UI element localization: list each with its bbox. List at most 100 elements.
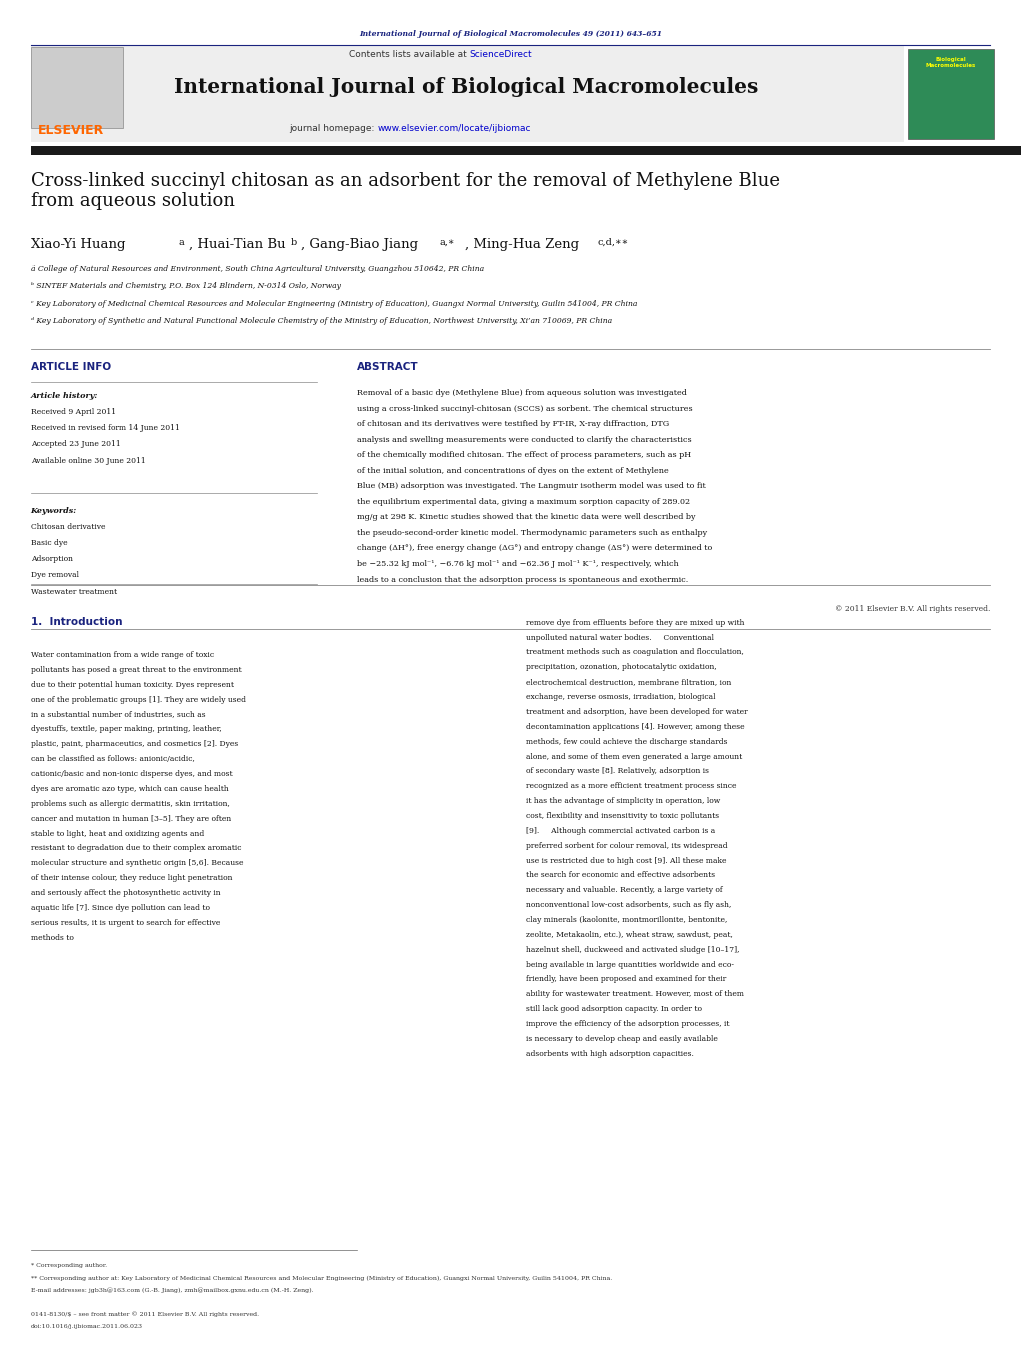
Text: Blue (MB) adsorption was investigated. The Langmuir isotherm model was used to f: Blue (MB) adsorption was investigated. T…	[357, 482, 707, 490]
Text: ABSTRACT: ABSTRACT	[357, 362, 419, 372]
Text: © 2011 Elsevier B.V. All rights reserved.: © 2011 Elsevier B.V. All rights reserved…	[835, 605, 990, 612]
Text: c,d,∗∗: c,d,∗∗	[597, 238, 629, 247]
Text: E-mail addresses: jgb3h@163.com (G.-B. Jiang), zmh@mailbox.gxnu.edu.cn (M.-H. Ze: E-mail addresses: jgb3h@163.com (G.-B. J…	[31, 1288, 313, 1293]
Text: being available in large quantities worldwide and eco-: being available in large quantities worl…	[526, 961, 734, 969]
Text: precipitation, ozonation, photocatalytic oxidation,: precipitation, ozonation, photocatalytic…	[526, 663, 717, 671]
Text: 0141-8130/$ – see front matter © 2011 Elsevier B.V. All rights reserved.: 0141-8130/$ – see front matter © 2011 El…	[31, 1312, 258, 1317]
Text: remove dye from effluents before they are mixed up with: remove dye from effluents before they ar…	[526, 619, 744, 627]
Text: the search for economic and effective adsorbents: the search for economic and effective ad…	[526, 871, 715, 880]
Text: unpolluted natural water bodies.     Conventional: unpolluted natural water bodies. Convent…	[526, 634, 714, 642]
Text: Chitosan derivative: Chitosan derivative	[31, 523, 105, 531]
Text: of the chemically modified chitosan. The effect of process parameters, such as p: of the chemically modified chitosan. The…	[357, 451, 691, 459]
Text: pollutants has posed a great threat to the environment: pollutants has posed a great threat to t…	[31, 666, 241, 674]
Text: leads to a conclusion that the adsorption process is spontaneous and exothermic.: leads to a conclusion that the adsorptio…	[357, 576, 688, 584]
Text: cationic/basic and non-ionic disperse dyes, and most: cationic/basic and non-ionic disperse dy…	[31, 770, 232, 778]
Bar	[908, 49, 994, 139]
Text: Received 9 April 2011: Received 9 April 2011	[31, 408, 115, 416]
Text: improve the efficiency of the adsorption processes, it: improve the efficiency of the adsorption…	[526, 1020, 729, 1028]
Text: ARTICLE INFO: ARTICLE INFO	[31, 362, 110, 372]
Text: Article history:: Article history:	[31, 392, 98, 400]
Text: dyes are aromatic azo type, which can cause health: dyes are aromatic azo type, which can ca…	[31, 785, 229, 793]
Text: methods, few could achieve the discharge standards: methods, few could achieve the discharge…	[526, 738, 727, 746]
Text: [9].     Although commercial activated carbon is a: [9]. Although commercial activated carbo…	[526, 827, 715, 835]
Text: resistant to degradation due to their complex aromatic: resistant to degradation due to their co…	[31, 844, 241, 852]
Text: Accepted 23 June 2011: Accepted 23 June 2011	[31, 440, 120, 449]
Text: use is restricted due to high cost [9]. All these make: use is restricted due to high cost [9]. …	[526, 857, 726, 865]
Text: a,∗: a,∗	[439, 238, 454, 247]
Text: , Huai-Tian Bu: , Huai-Tian Bu	[189, 238, 286, 251]
Bar	[31, 46, 904, 142]
Text: Removal of a basic dye (Methylene Blue) from aqueous solution was investigated: Removal of a basic dye (Methylene Blue) …	[357, 389, 687, 397]
Text: Received in revised form 14 June 2011: Received in revised form 14 June 2011	[31, 424, 180, 432]
Text: Biological
Macromolecules: Biological Macromolecules	[925, 57, 976, 68]
Text: ᵇ SINTEF Materials and Chemistry, P.O. Box 124 Blindern, N-0314 Oslo, Norway: ᵇ SINTEF Materials and Chemistry, P.O. B…	[31, 282, 341, 290]
Text: ã College of Natural Resources and Environment, South China Agricultural Univers: ã College of Natural Resources and Envir…	[31, 265, 484, 273]
Text: dyestuffs, textile, paper making, printing, leather,: dyestuffs, textile, paper making, printi…	[31, 725, 222, 734]
Text: Adsorption: Adsorption	[31, 555, 72, 563]
Text: electrochemical destruction, membrane filtration, ion: electrochemical destruction, membrane fi…	[526, 678, 731, 686]
Text: Cross-linked succinyl chitosan as an adsorbent for the removal of Methylene Blue: Cross-linked succinyl chitosan as an ads…	[31, 172, 780, 211]
Text: molecular structure and synthetic origin [5,6]. Because: molecular structure and synthetic origin…	[31, 859, 243, 867]
Text: decontamination applications [4]. However, among these: decontamination applications [4]. Howeve…	[526, 723, 744, 731]
Text: journal homepage:: journal homepage:	[290, 124, 378, 134]
Text: www.elsevier.com/locate/ijbiomac: www.elsevier.com/locate/ijbiomac	[378, 124, 531, 134]
Text: it has the advantage of simplicity in operation, low: it has the advantage of simplicity in op…	[526, 797, 720, 805]
Bar	[31, 47, 123, 128]
Text: stable to light, heat and oxidizing agents and: stable to light, heat and oxidizing agen…	[31, 830, 204, 838]
Text: still lack good adsorption capacity. In order to: still lack good adsorption capacity. In …	[526, 1005, 701, 1013]
Text: ability for wastewater treatment. However, most of them: ability for wastewater treatment. Howeve…	[526, 990, 744, 998]
Text: ELSEVIER: ELSEVIER	[39, 124, 104, 138]
Text: a: a	[179, 238, 185, 247]
Text: alone, and some of them even generated a large amount: alone, and some of them even generated a…	[526, 753, 742, 761]
Text: and seriously affect the photosynthetic activity in: and seriously affect the photosynthetic …	[31, 889, 221, 897]
Text: the equilibrium experimental data, giving a maximum sorption capacity of 289.02: the equilibrium experimental data, givin…	[357, 499, 690, 505]
Text: cost, flexibility and insensitivity to toxic pollutants: cost, flexibility and insensitivity to t…	[526, 812, 719, 820]
Text: friendly, have been proposed and examined for their: friendly, have been proposed and examine…	[526, 975, 726, 984]
Text: clay minerals (kaolonite, montmorillonite, bentonite,: clay minerals (kaolonite, montmorillonit…	[526, 916, 727, 924]
Text: Keywords:: Keywords:	[31, 507, 77, 515]
Text: Available online 30 June 2011: Available online 30 June 2011	[31, 457, 145, 465]
Text: , Ming-Hua Zeng: , Ming-Hua Zeng	[465, 238, 579, 251]
Text: mg/g at 298 K. Kinetic studies showed that the kinetic data were well described : mg/g at 298 K. Kinetic studies showed th…	[357, 513, 696, 521]
Text: ** Corresponding author at: Key Laboratory of Medicinal Chemical Resources and M: ** Corresponding author at: Key Laborato…	[31, 1275, 612, 1281]
Text: using a cross-linked succinyl-chitosan (SCCS) as sorbent. The chemical structure: using a cross-linked succinyl-chitosan (…	[357, 405, 693, 412]
Text: International Journal of Biological Macromolecules: International Journal of Biological Macr…	[175, 77, 759, 97]
Text: zeolite, Metakaolin, etc.), wheat straw, sawdust, peat,: zeolite, Metakaolin, etc.), wheat straw,…	[526, 931, 733, 939]
Text: preferred sorbent for colour removal, its widespread: preferred sorbent for colour removal, it…	[526, 842, 727, 850]
Bar	[31, 146, 1021, 155]
Text: of secondary waste [8]. Relatively, adsorption is: of secondary waste [8]. Relatively, adso…	[526, 767, 709, 775]
Text: methods to: methods to	[31, 934, 74, 942]
Text: ᶜ Key Laboratory of Medicinal Chemical Resources and Molecular Engineering (Mini: ᶜ Key Laboratory of Medicinal Chemical R…	[31, 300, 637, 308]
Text: can be classified as follows: anionic/acidic,: can be classified as follows: anionic/ac…	[31, 755, 195, 763]
Text: treatment methods such as coagulation and flocculation,: treatment methods such as coagulation an…	[526, 648, 743, 657]
Text: ScienceDirect: ScienceDirect	[470, 50, 532, 59]
Text: Basic dye: Basic dye	[31, 539, 67, 547]
Text: exchange, reverse osmosis, irradiation, biological: exchange, reverse osmosis, irradiation, …	[526, 693, 716, 701]
Text: Contents lists available at: Contents lists available at	[349, 50, 470, 59]
Text: due to their potential human toxicity. Dyes represent: due to their potential human toxicity. D…	[31, 681, 234, 689]
Text: aquatic life [7]. Since dye pollution can lead to: aquatic life [7]. Since dye pollution ca…	[31, 904, 209, 912]
Text: problems such as allergic dermatitis, skin irritation,: problems such as allergic dermatitis, sk…	[31, 800, 230, 808]
Text: serious results, it is urgent to search for effective: serious results, it is urgent to search …	[31, 919, 220, 927]
Text: the pseudo-second-order kinetic model. Thermodynamic parameters such as enthalpy: the pseudo-second-order kinetic model. T…	[357, 530, 708, 536]
Text: * Corresponding author.: * Corresponding author.	[31, 1263, 107, 1269]
Text: , Gang-Biao Jiang: , Gang-Biao Jiang	[301, 238, 419, 251]
Text: International Journal of Biological Macromolecules 49 (2011) 643–651: International Journal of Biological Macr…	[359, 30, 662, 38]
Text: necessary and valuable. Recently, a large variety of: necessary and valuable. Recently, a larg…	[526, 886, 723, 894]
Text: 1.  Introduction: 1. Introduction	[31, 617, 123, 627]
Text: change (ΔH°), free energy change (ΔG°) and entropy change (ΔS°) were determined : change (ΔH°), free energy change (ΔG°) a…	[357, 544, 713, 553]
Text: Dye removal: Dye removal	[31, 571, 79, 580]
Text: in a substantial number of industries, such as: in a substantial number of industries, s…	[31, 711, 205, 719]
Text: adsorbents with high adsorption capacities.: adsorbents with high adsorption capaciti…	[526, 1050, 693, 1058]
Text: Water contamination from a wide range of toxic: Water contamination from a wide range of…	[31, 651, 213, 659]
Text: Wastewater treatment: Wastewater treatment	[31, 588, 116, 596]
Text: of their intense colour, they reduce light penetration: of their intense colour, they reduce lig…	[31, 874, 232, 882]
Text: doi:10.1016/j.ijbiomac.2011.06.023: doi:10.1016/j.ijbiomac.2011.06.023	[31, 1324, 143, 1329]
Text: b: b	[291, 238, 297, 247]
Text: of the initial solution, and concentrations of dyes on the extent of Methylene: of the initial solution, and concentrati…	[357, 467, 669, 474]
Text: treatment and adsorption, have been developed for water: treatment and adsorption, have been deve…	[526, 708, 747, 716]
Text: be −25.32 kJ mol⁻¹, −6.76 kJ mol⁻¹ and −62.36 J mol⁻¹ K⁻¹, respectively, which: be −25.32 kJ mol⁻¹, −6.76 kJ mol⁻¹ and −…	[357, 561, 679, 567]
Text: cancer and mutation in human [3–5]. They are often: cancer and mutation in human [3–5]. They…	[31, 815, 231, 823]
Text: analysis and swelling measurements were conducted to clarify the characteristics: analysis and swelling measurements were …	[357, 435, 692, 443]
Text: plastic, paint, pharmaceutics, and cosmetics [2]. Dyes: plastic, paint, pharmaceutics, and cosme…	[31, 740, 238, 748]
